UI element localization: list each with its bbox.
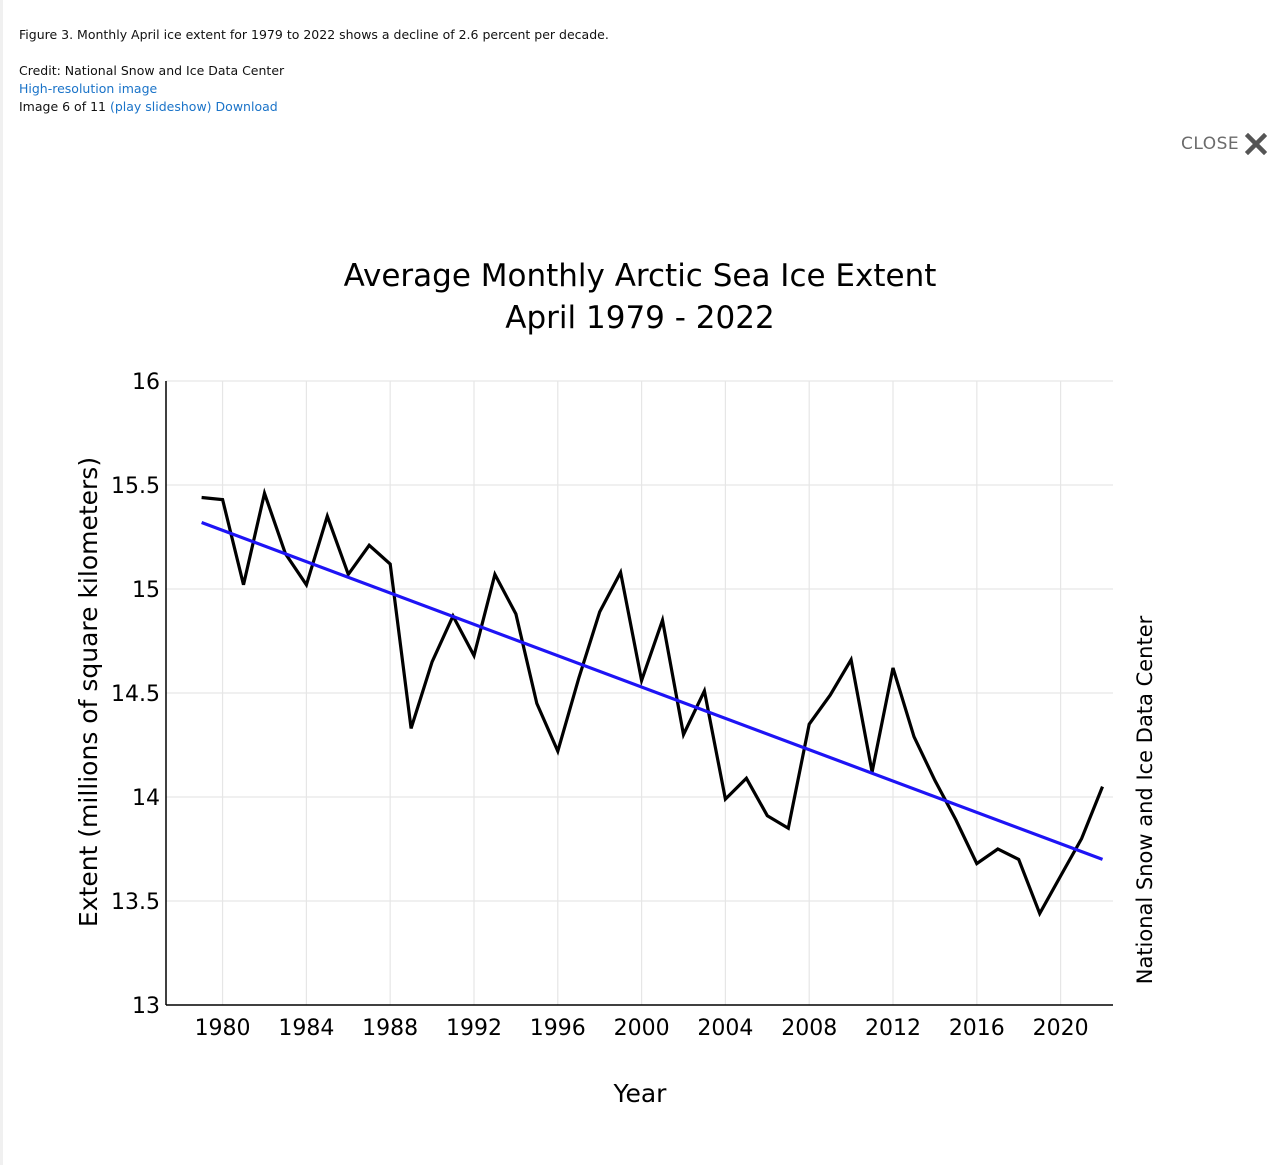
- y-tick-label: 15: [132, 578, 160, 603]
- chart-grid: [166, 380, 1113, 1005]
- x-tick-label: 2016: [949, 1016, 1005, 1041]
- x-tick-label: 2004: [697, 1016, 753, 1041]
- caption-block: Figure 3. Monthly April ice extent for 1…: [19, 26, 609, 116]
- x-tick-label: 1992: [446, 1016, 502, 1041]
- close-label: CLOSE: [1181, 134, 1240, 154]
- chart-series: [201, 487, 1104, 918]
- y-tick-label: 14: [132, 786, 160, 811]
- x-tick-label: 1980: [195, 1016, 251, 1041]
- y-tick-label: 13.5: [111, 890, 160, 915]
- x-tick-label: 1984: [278, 1016, 334, 1041]
- y-axis-label: Extent (millions of square kilometers): [74, 457, 103, 927]
- chart-tick-labels: 1980 1984 1988 1992 1996 2000 2004 2008 2012 2016…: [111, 370, 1089, 1041]
- image-counter: Image 6 of 11: [19, 99, 106, 114]
- image-credit: Credit: National Snow and Ice Data Cente…: [19, 63, 285, 78]
- y-tick-label: 15.5: [111, 474, 160, 499]
- chart-title: Average Monthly Arctic Sea Ice Extent: [344, 258, 937, 294]
- high-resolution-link[interactable]: High-resolution image: [19, 81, 158, 96]
- play-slideshow-link[interactable]: (play slideshow): [109, 99, 212, 114]
- x-tick-label: 2008: [781, 1016, 837, 1041]
- figure-caption: Figure 3. Monthly April ice extent for 1…: [19, 27, 609, 42]
- download-link[interactable]: Download: [215, 99, 278, 114]
- x-tick-label: 1988: [362, 1016, 418, 1041]
- extent-data-line: [201, 487, 1104, 918]
- x-tick-label: 2020: [1033, 1016, 1089, 1041]
- x-tick-label: 2000: [614, 1016, 670, 1041]
- chart-subtitle: April 1979 - 2022: [505, 300, 774, 336]
- y-tick-label: 14.5: [111, 682, 160, 707]
- x-tick-label: 2012: [865, 1016, 921, 1041]
- close-button[interactable]: CLOSE: [1181, 131, 1268, 157]
- x-axis-label: Year: [613, 1079, 668, 1108]
- image-navigation: Image 6 of 11 (play slideshow) Download: [19, 98, 609, 116]
- chart-axes: [165, 381, 1113, 1006]
- close-icon: [1245, 133, 1268, 155]
- y-tick-label: 16: [132, 370, 160, 395]
- chart-side-credit: National Snow and Ice Data Center: [1133, 615, 1157, 984]
- trend-line: [201, 520, 1104, 861]
- y-tick-label: 13: [132, 994, 160, 1019]
- x-tick-label: 1996: [530, 1016, 586, 1041]
